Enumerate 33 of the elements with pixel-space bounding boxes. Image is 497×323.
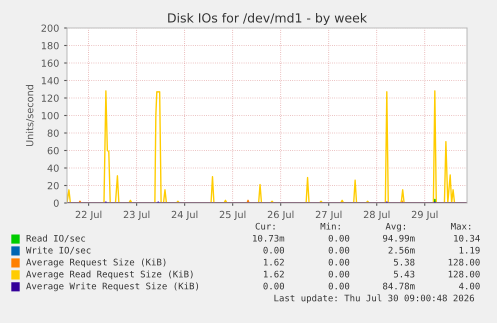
legend-label: Average Read Request Size (KiB) [26,270,193,280]
text: 10.73m 0.00 94.99m 10.34 [253,234,480,242]
legend-label: Average Write Request Size (KiB) [26,282,198,292]
text: 1.62 0.00 5.38 128.00 [264,258,480,266]
text: 0.00 0.00 2.56m 1.19 [263,246,480,254]
legend-label: Read IO/sec [26,234,86,242]
y-tick-label: 100 [42,112,59,120]
text: 0.00 0.00 84.78m 4.00 [263,282,480,290]
y-tick-label: 60 [48,146,59,154]
chart-title: Disk IOs for /dev/md1 - by week [168,12,368,26]
x-tick-label: 29 Jul [412,210,438,220]
text: 1.62 0.00 5.43 128.00 [264,270,480,278]
y-tick-label: 200 [42,24,59,32]
legend-label: Write IO/sec [26,246,90,254]
x-tick-label: 22 Jul [76,210,102,220]
x-tick-label: 25 Jul [220,210,246,220]
x-tick-label: 28 Jul [364,210,390,220]
x-tick-label: 26 Jul [268,210,294,220]
x-tick-label: 23 Jul [124,210,150,220]
y-tick-label: 180 [42,42,59,50]
y-tick-label: 40 [47,164,59,172]
y-axis-title: Units/second [26,84,34,146]
y-tick-label: 160 [42,59,59,67]
x-tick-label: 27 Jul [316,210,342,220]
y-tick-label: 120 [42,94,59,102]
y-tick-label: 140 [42,76,59,84]
x-tick-label: 24 Jul [172,210,198,220]
text: Last update: Thu Jul 30 09:00:48 2026 [274,294,474,304]
text: Cur: Min: Avg: Max: [256,222,470,232]
y-tick-label: 80 [48,129,59,137]
y-tick-label: 20 [48,182,59,190]
y-tick-label: 0 [54,199,59,207]
legend-label: Average Request Size (KiB) [26,258,166,268]
